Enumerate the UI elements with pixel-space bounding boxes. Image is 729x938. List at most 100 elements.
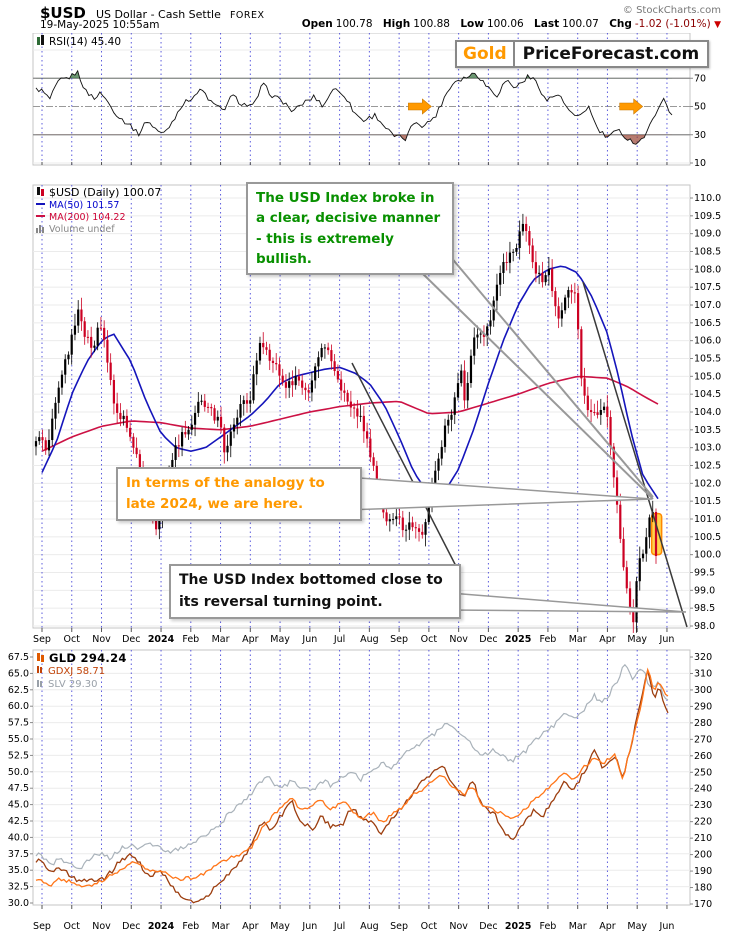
axis-tick-label: Dec: [479, 634, 497, 645]
axis-tick-label: Nov: [92, 921, 111, 932]
trendline-2025-decline: [582, 281, 688, 628]
axis-tick-label: Nov: [449, 921, 468, 932]
axis-tick-label: 45.0: [8, 800, 29, 811]
axis-tick-label: 240: [694, 784, 712, 795]
axis-labels-layer: 9070503010110.0109.5109.0108.5108.0107.5…: [8, 45, 721, 932]
axis-tick-label: May: [270, 634, 290, 645]
axis-tick-label: 99.0: [694, 585, 715, 596]
legend-volume-row: Volume undef: [36, 224, 161, 237]
axis-tick-label: 210: [694, 833, 712, 844]
axis-tick-label: 30: [694, 130, 706, 141]
axis-tick-label: Sep: [33, 634, 51, 645]
axis-tick-label: 2025: [505, 634, 531, 645]
axis-tick-label: 35.0: [8, 865, 29, 876]
annotation-we-are-here: In terms of the analogy to late 2024, we…: [116, 467, 362, 521]
axis-tick-label: 290: [694, 701, 712, 712]
axis-tick-label: 67.5: [8, 652, 29, 663]
axis-tick-label: Aug: [360, 634, 379, 645]
gdxj-candle-icon: [36, 665, 45, 679]
axis-tick-label: 2025: [505, 921, 531, 932]
chart-canvas: 9070503010110.0109.5109.0108.5108.0107.5…: [8, 33, 721, 932]
axis-tick-label: 106.5: [694, 318, 721, 329]
legend-ma50-label: MA(50) 101.57: [49, 199, 120, 211]
axis-tick-label: Jun: [301, 634, 317, 645]
axis-tick-label: Dec: [122, 634, 140, 645]
axis-tick-label: May: [270, 921, 290, 932]
axis-tick-label: May: [627, 634, 647, 645]
legend-ma50-row: MA(50) 101.57: [36, 200, 161, 212]
axis-tick-label: Sep: [390, 634, 408, 645]
legend-volume-label: Volume undef: [49, 224, 115, 235]
axis-tick-label: 60.0: [8, 701, 29, 712]
axis-tick-label: Mar: [212, 921, 230, 932]
axis-tick-label: Oct: [421, 634, 438, 645]
axis-tick-label: 270: [694, 734, 712, 745]
axis-tick-label: Sep: [33, 921, 51, 932]
axis-tick-label: 2024: [148, 921, 175, 932]
axis-tick-label: Nov: [449, 634, 468, 645]
bottom-legend: GLD 294.24 GDXJ 58.71 SLV 29.30: [36, 651, 127, 692]
axis-tick-label: Jul: [333, 921, 345, 932]
axis-tick-label: 100.0: [694, 550, 721, 561]
axis-tick-label: 310: [694, 668, 712, 679]
axis-tick-label: Apr: [242, 634, 259, 645]
axis-tick-label: 98.5: [694, 603, 715, 614]
low-label: Low: [460, 18, 484, 30]
axis-tick-label: 47.5: [8, 783, 29, 794]
legend-symbol-row: $USD (Daily) 100.07: [36, 186, 161, 200]
axis-tick-label: Feb: [182, 634, 199, 645]
candlestick-icon: [36, 186, 46, 200]
ma50-line-icon: [36, 200, 46, 212]
axis-tick-label: Jul: [333, 634, 345, 645]
axis-tick-label: 50.0: [8, 767, 29, 778]
axis-tick-label: 50: [694, 102, 706, 113]
axis-tick-label: 105.0: [694, 371, 721, 382]
legend-slv-row: SLV 29.30: [36, 679, 127, 693]
rsi-label: RSI(14) 45.40: [49, 35, 122, 48]
axis-tick-label: Jun: [659, 634, 675, 645]
legend-gld-label: GLD 294.24: [49, 651, 127, 665]
axis-tick-label: 260: [694, 751, 712, 762]
axis-tick-label: 108.5: [694, 246, 721, 257]
annotation-bullish-breakout: The USD Index broke in a clear, decisive…: [246, 182, 454, 275]
axis-tick-label: 220: [694, 817, 712, 828]
axis-tick-label: 200: [694, 850, 712, 861]
high-label: High: [382, 18, 411, 30]
axis-tick-label: 106.0: [694, 336, 721, 347]
axis-tick-label: 37.5: [8, 849, 29, 860]
axis-tick-label: 104.5: [694, 389, 721, 400]
axis-tick-label: 107.5: [694, 282, 721, 293]
rsi-line: [35, 69, 673, 145]
panel-border: [32, 649, 691, 906]
axis-tick-label: Jun: [301, 921, 317, 932]
axis-tick-label: Nov: [92, 634, 111, 645]
axis-tick-label: Aug: [360, 921, 379, 932]
axis-tick-label: Oct: [421, 921, 438, 932]
ma200-line-icon: [36, 212, 46, 224]
legend-gdxj-row: GDXJ 58.71: [36, 665, 127, 679]
axis-tick-label: Feb: [182, 921, 199, 932]
header-title: $USD US Dollar - Cash Settle FOREX: [40, 3, 265, 22]
candles-layer: [34, 213, 658, 633]
axis-tick-label: 52.5: [8, 750, 29, 761]
axis-tick-label: 103.5: [694, 425, 721, 436]
panel-border: [32, 33, 691, 166]
green-box-pointer-line: [420, 271, 654, 500]
green-box-pointer-line: [443, 248, 654, 498]
axis-tick-label: 104.0: [694, 407, 721, 418]
quote-strip: Open 100.78 High 100.88 Low 100.06 Last 100.…: [302, 18, 721, 30]
axis-tick-label: 101.5: [694, 496, 721, 507]
axis-tick-label: 109.5: [694, 211, 721, 222]
axis-tick-label: Mar: [569, 634, 587, 645]
last-value: 100.07: [562, 18, 599, 30]
slv-candle-icon: [36, 679, 45, 693]
open-value: 100.78: [335, 18, 373, 30]
logo-site: PriceForecast.com: [522, 44, 700, 64]
open-label: Open: [301, 18, 333, 30]
axis-tick-label: 103.0: [694, 443, 721, 454]
axis-tick-label: 40.0: [8, 832, 29, 843]
trendline-late-2024: [351, 362, 460, 573]
axis-tick-label: 65.0: [8, 668, 29, 679]
axis-tick-label: 170: [694, 899, 712, 910]
